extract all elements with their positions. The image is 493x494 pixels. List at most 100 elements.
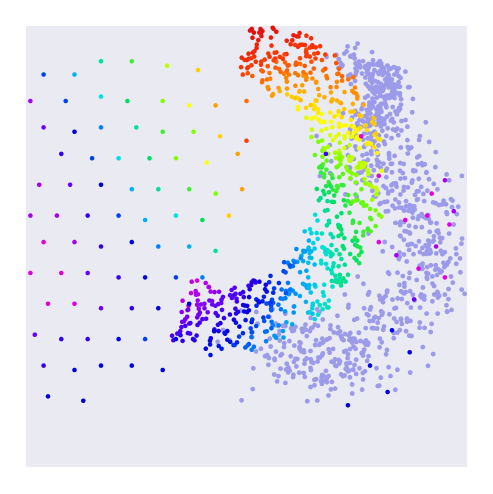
scatter-point bbox=[407, 350, 413, 355]
scatter-point bbox=[330, 346, 336, 352]
scatter-point bbox=[45, 394, 51, 399]
scatter-point bbox=[247, 28, 253, 33]
scatter-point bbox=[423, 119, 429, 125]
scatter-point bbox=[262, 57, 268, 62]
scatter-point bbox=[414, 277, 420, 283]
scatter-point bbox=[186, 244, 192, 249]
scatter-point bbox=[383, 351, 389, 357]
scatter-point bbox=[444, 262, 450, 268]
scatter-point bbox=[362, 176, 367, 182]
scatter-point bbox=[451, 208, 457, 214]
scatter-point bbox=[419, 213, 425, 219]
scatter-point bbox=[245, 343, 250, 348]
scatter-point bbox=[294, 34, 300, 39]
scatter-point bbox=[363, 81, 369, 87]
scatter-point bbox=[356, 330, 362, 336]
scatter-point bbox=[342, 331, 348, 337]
scatter-point bbox=[283, 295, 288, 301]
scatter-point bbox=[351, 130, 356, 136]
scatter-point bbox=[304, 33, 309, 38]
scatter-point bbox=[320, 244, 325, 250]
scatter-point bbox=[424, 264, 430, 270]
scatter-point bbox=[425, 363, 431, 369]
scatter-point bbox=[256, 300, 262, 305]
scatter-point bbox=[328, 387, 334, 392]
scatter-point bbox=[449, 204, 455, 210]
scatter-point bbox=[345, 44, 350, 49]
scatter-point bbox=[368, 141, 374, 147]
scatter-point bbox=[85, 336, 90, 342]
scatter-point bbox=[439, 202, 445, 207]
scatter-point bbox=[352, 362, 357, 368]
scatter-point bbox=[411, 297, 417, 302]
scatter-point bbox=[267, 301, 272, 306]
scatter-point bbox=[222, 331, 228, 337]
scatter-point bbox=[341, 276, 346, 281]
scatter-point bbox=[254, 42, 260, 47]
scatter-point bbox=[359, 186, 364, 192]
scatter-point bbox=[252, 49, 257, 54]
scatter-point bbox=[308, 367, 314, 373]
scatter-point bbox=[315, 236, 321, 242]
scatter-point bbox=[415, 216, 421, 222]
scatter-point bbox=[421, 293, 427, 299]
scatter-point bbox=[312, 152, 318, 158]
scatter-point bbox=[271, 286, 277, 291]
scatter-point bbox=[98, 363, 104, 368]
scatter-point bbox=[410, 292, 416, 298]
scatter-point bbox=[417, 320, 423, 325]
scatter-point bbox=[333, 60, 339, 66]
scatter-point bbox=[244, 138, 249, 143]
scatter-point bbox=[350, 367, 356, 373]
scatter-point bbox=[334, 214, 340, 219]
scatter-point bbox=[370, 85, 376, 91]
scatter-point bbox=[327, 110, 333, 115]
scatter-point bbox=[186, 103, 192, 108]
scatter-point bbox=[147, 156, 152, 161]
scatter-point bbox=[240, 289, 246, 295]
scatter-point bbox=[405, 124, 410, 130]
scatter-point bbox=[281, 340, 287, 346]
scatter-point bbox=[321, 373, 326, 379]
scatter-point bbox=[375, 383, 381, 389]
scatter-point bbox=[424, 275, 430, 280]
scatter-point bbox=[442, 292, 448, 297]
scatter-point bbox=[207, 342, 213, 347]
scatter-point bbox=[28, 213, 33, 218]
scatter-point bbox=[142, 336, 148, 342]
scatter-point bbox=[340, 110, 346, 116]
scatter-point bbox=[339, 74, 345, 79]
scatter-point bbox=[293, 356, 298, 362]
scatter-point bbox=[394, 90, 400, 96]
scatter-point bbox=[304, 398, 310, 404]
scatter-point bbox=[318, 119, 324, 125]
scatter-point bbox=[156, 305, 161, 311]
scatter-point bbox=[206, 284, 211, 290]
scatter-point bbox=[315, 106, 321, 112]
scatter-point bbox=[443, 201, 449, 207]
scatter-point bbox=[297, 339, 303, 345]
scatter-point bbox=[391, 64, 397, 70]
scatter-point bbox=[391, 316, 397, 321]
scatter-point bbox=[173, 213, 179, 218]
scatter-point bbox=[446, 296, 451, 302]
scatter-point bbox=[134, 125, 139, 130]
scatter-point bbox=[416, 238, 422, 244]
scatter-point bbox=[325, 266, 330, 271]
scatter-point bbox=[89, 156, 95, 161]
scatter-point bbox=[357, 118, 362, 123]
scatter-point bbox=[266, 362, 271, 368]
scatter-point bbox=[315, 50, 321, 56]
scatter-point bbox=[314, 306, 320, 312]
scatter-point bbox=[196, 312, 201, 318]
scatter-point bbox=[457, 256, 463, 261]
scatter-point bbox=[428, 262, 434, 268]
scatter-point bbox=[402, 280, 407, 286]
scatter-point bbox=[216, 328, 221, 334]
scatter-point bbox=[323, 151, 329, 157]
scatter-point bbox=[407, 84, 412, 90]
scatter-point bbox=[250, 386, 256, 392]
scatter-point bbox=[215, 339, 221, 345]
scatter-point bbox=[328, 326, 333, 332]
scatter-point bbox=[334, 79, 340, 85]
